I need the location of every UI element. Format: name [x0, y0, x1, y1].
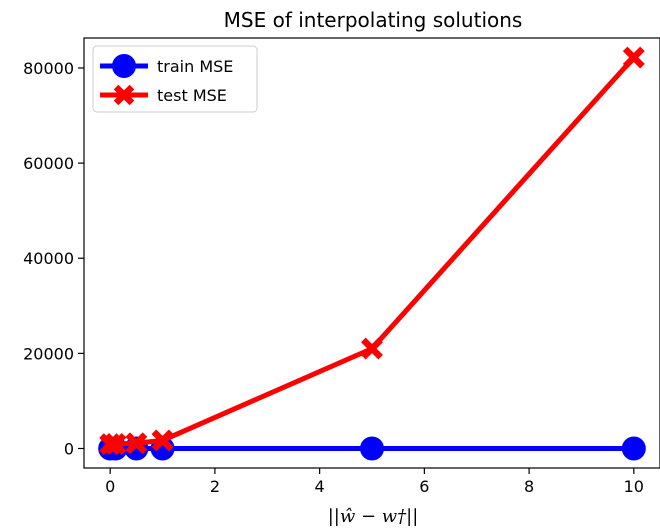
- y-tick-label: 0: [64, 439, 74, 458]
- x-tick-label: 0: [105, 477, 115, 496]
- y-tick-label: 20000: [23, 344, 74, 363]
- legend: train MSE test MSE: [92, 45, 258, 113]
- x-marker-stroke: [125, 432, 148, 455]
- axes-frame: [83, 37, 660, 469]
- y-tick-label: 80000: [23, 59, 74, 78]
- x-marker-stroke: [113, 84, 135, 106]
- plot-area: [98, 46, 646, 461]
- test-mse-point: [622, 46, 645, 69]
- x-tick-label: 8: [524, 477, 534, 496]
- legend-marker-train-mse: [112, 54, 136, 78]
- y-axis: 0 20000 40000 60000 80000: [23, 59, 84, 458]
- legend-label-train-mse: train MSE: [157, 57, 233, 76]
- x-marker-stroke: [622, 46, 645, 69]
- test-mse-point: [361, 337, 383, 360]
- test-mse-point: [125, 432, 148, 455]
- x-marker-stroke: [361, 337, 383, 360]
- x-tick-label: 10: [624, 477, 644, 496]
- x-tick-label: 4: [315, 477, 325, 496]
- test-mse-line: [110, 55, 636, 447]
- test-mse-point: [104, 433, 127, 455]
- x-marker-stroke: [99, 433, 122, 456]
- y-tick-label: 60000: [23, 154, 74, 173]
- x-axis: 0 2 4 6 8 10: [105, 468, 644, 496]
- x-axis-label: ||ŵ − w†||: [328, 506, 419, 527]
- x-marker-stroke: [104, 433, 127, 455]
- train-mse-point: [621, 436, 646, 461]
- legend-label-test-mse: test MSE: [157, 86, 227, 105]
- y-tick-label: 40000: [23, 249, 74, 268]
- chart-title: MSE of interpolating solutions: [224, 8, 523, 32]
- legend-marker-test-mse: [113, 84, 135, 106]
- x-tick-label: 6: [419, 477, 429, 496]
- test-mse-point: [151, 429, 174, 452]
- train-mse-point: [360, 436, 384, 461]
- test-mse-point: [99, 433, 122, 456]
- x-marker-stroke: [151, 429, 174, 452]
- x-tick-label: 2: [210, 477, 220, 496]
